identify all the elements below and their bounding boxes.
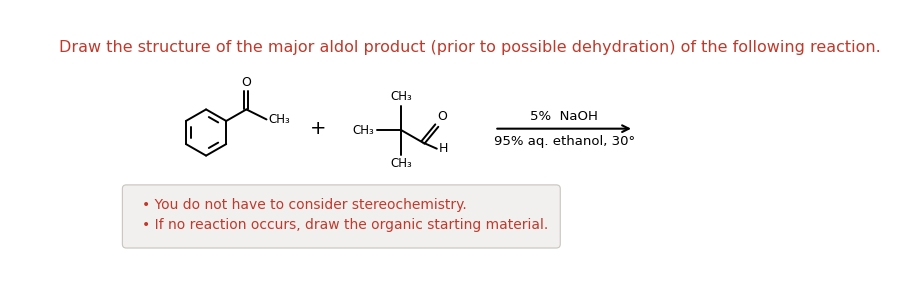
Text: CH₃: CH₃ <box>391 90 413 103</box>
Text: 95% aq. ethanol, 30°: 95% aq. ethanol, 30° <box>493 135 635 148</box>
Text: • If no reaction occurs, draw the organic starting material.: • If no reaction occurs, draw the organi… <box>142 218 548 232</box>
Text: CH₃: CH₃ <box>352 124 374 137</box>
Text: • You do not have to consider stereochemistry.: • You do not have to consider stereochem… <box>142 198 467 212</box>
Text: CH₃: CH₃ <box>391 157 413 170</box>
Text: O: O <box>437 110 447 123</box>
Text: 5%  NaOH: 5% NaOH <box>530 110 598 123</box>
Text: O: O <box>241 76 251 89</box>
Text: Draw the structure of the major aldol product (prior to possible dehydration) of: Draw the structure of the major aldol pr… <box>59 40 880 55</box>
FancyBboxPatch shape <box>122 185 560 248</box>
Text: +: + <box>309 119 326 138</box>
Text: H: H <box>438 142 447 155</box>
Text: CH₃: CH₃ <box>269 113 291 126</box>
